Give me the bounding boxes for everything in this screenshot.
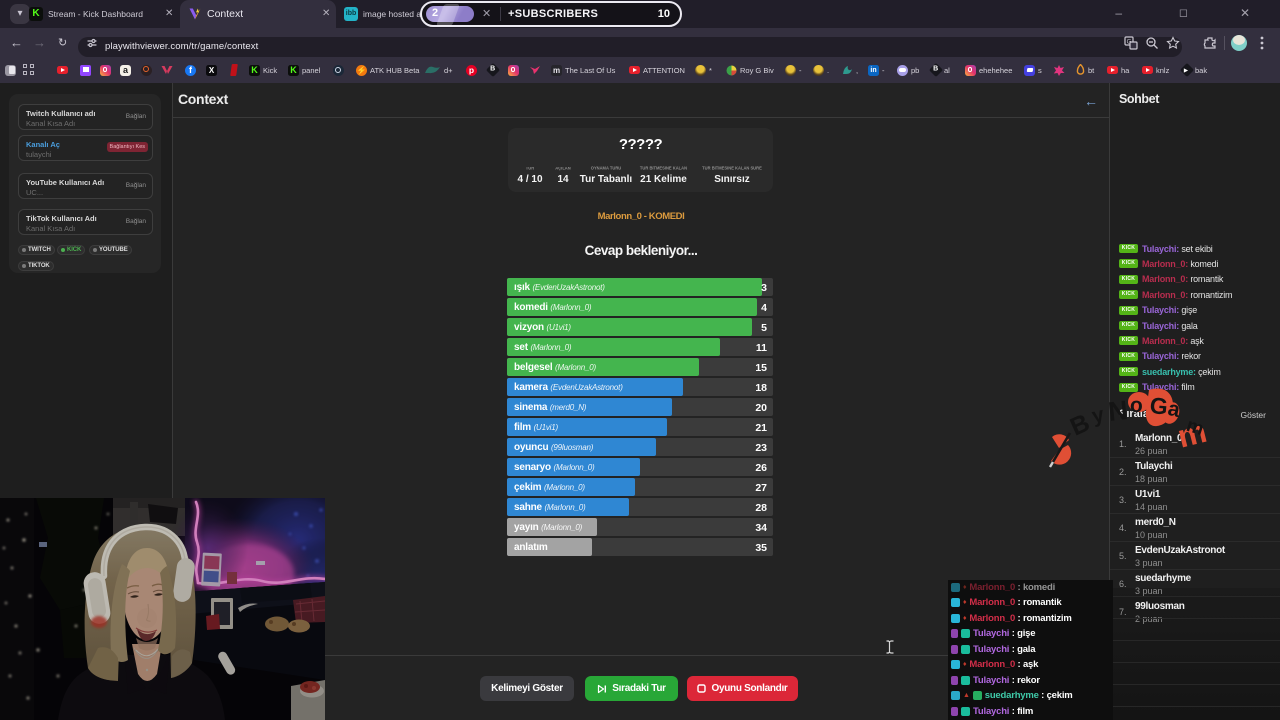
svg-text:o: o bbox=[1130, 394, 1144, 417]
svg-text:y: y bbox=[1090, 403, 1107, 428]
svg-text:B: B bbox=[1066, 409, 1094, 442]
svg-text:N: N bbox=[1107, 395, 1130, 427]
svg-text:a: a bbox=[1166, 397, 1183, 422]
svg-text:G: G bbox=[1127, 40, 1132, 46]
svg-text:G: G bbox=[1149, 392, 1170, 420]
svg-text:m: m bbox=[1184, 415, 1207, 440]
